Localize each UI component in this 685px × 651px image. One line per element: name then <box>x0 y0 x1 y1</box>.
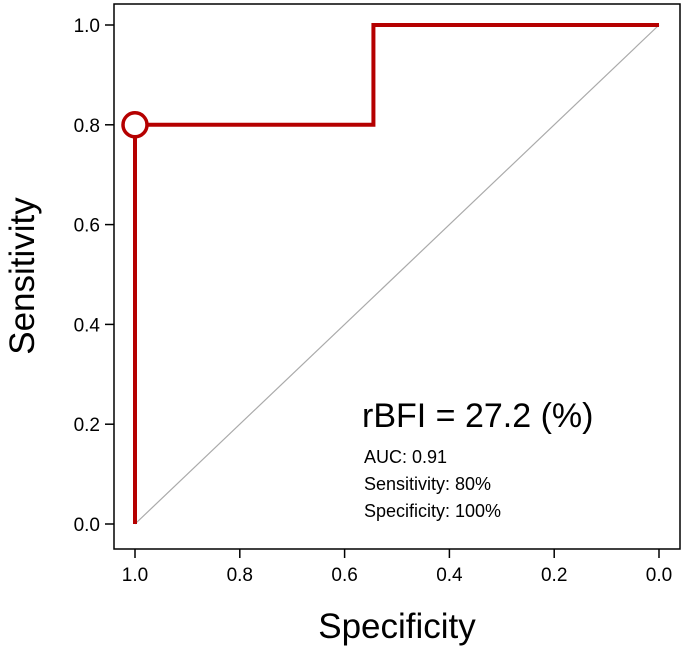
x-tick-label: 0.6 <box>331 565 357 586</box>
y-axis-title: Sensitivity <box>3 197 42 355</box>
y-tick-label: 1.0 <box>74 16 100 37</box>
y-tick-label: 0.8 <box>74 116 100 137</box>
optimal-cutoff-point <box>121 111 149 139</box>
annotation-title: rBFI = 27.2 (%) <box>362 397 593 435</box>
x-tick-label: 1.0 <box>122 565 148 586</box>
roc-curve-line <box>133 23 659 524</box>
annotation-auc: AUC: 0.91 <box>364 447 447 467</box>
plot-frame <box>113 3 681 550</box>
x-tick-label: 0.0 <box>646 565 672 586</box>
x-tick-label: 0.4 <box>436 565 463 586</box>
y-tick-label: 0.4 <box>74 315 101 336</box>
annotation-specificity: Specificity: 100% <box>364 501 501 521</box>
y-tick-label: 0.6 <box>74 216 100 237</box>
y-axis-ticks: 0.0 0.2 0.4 0.6 0.8 1.0 <box>74 16 114 536</box>
x-tick-label: 0.8 <box>227 565 253 586</box>
y-tick-label: 0.0 <box>74 515 100 536</box>
x-axis-title: Specificity <box>318 607 476 646</box>
x-axis-ticks: 1.0 0.8 0.6 0.4 0.2 0.0 <box>122 549 672 586</box>
y-tick-label: 0.2 <box>74 415 100 436</box>
annotation-sensitivity: Sensitivity: 80% <box>364 474 491 494</box>
reference-diagonal <box>134 24 660 525</box>
x-tick-label: 0.2 <box>541 565 567 586</box>
